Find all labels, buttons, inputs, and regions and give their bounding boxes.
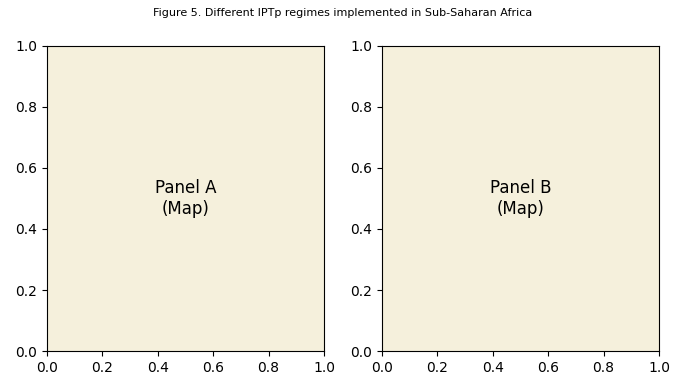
Text: Panel B
(Map): Panel B (Map) — [490, 179, 551, 218]
Text: Panel A
(Map): Panel A (Map) — [155, 179, 216, 218]
Text: Figure 5. Different IPTp regimes implemented in Sub-Saharan Africa: Figure 5. Different IPTp regimes impleme… — [153, 8, 532, 18]
